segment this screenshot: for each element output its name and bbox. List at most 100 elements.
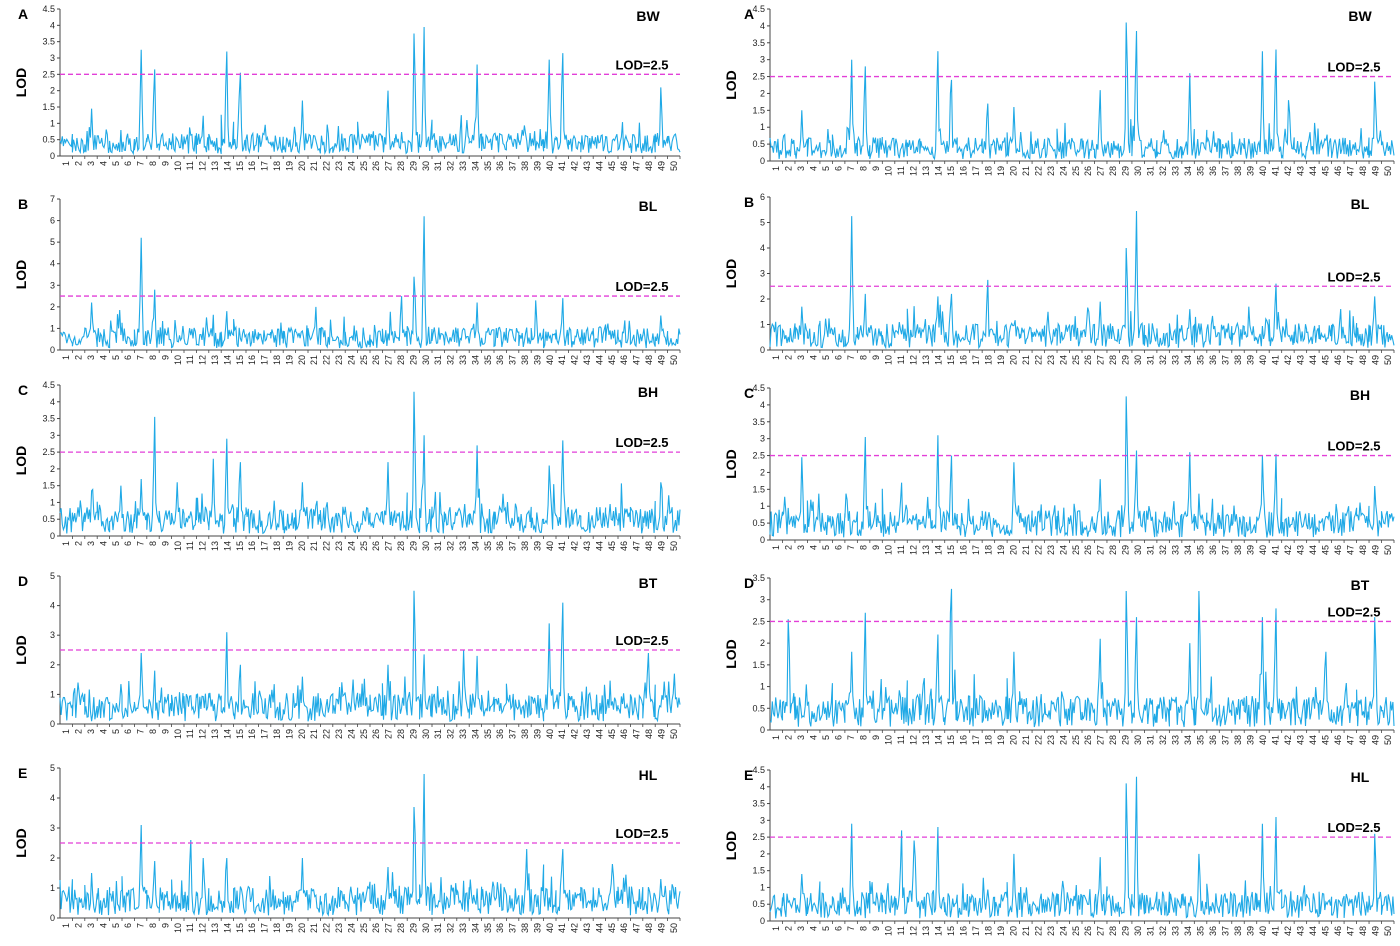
x-tick-label-left-b: 36 [495,355,505,365]
x-tick-label-right-a: 32 [1158,166,1168,176]
x-tick-label-right-d: 17 [971,735,981,745]
x-tick-label-left-e: 16 [247,923,257,933]
panel-letter-left-b: B [18,196,28,212]
y-tick-label-left-e: 3 [50,823,55,833]
y-tick-label-left-b: 5 [50,237,55,247]
x-tick-label-left-d: 23 [334,729,344,739]
x-tick-label-left-a: 34 [470,161,480,171]
x-tick-label-left-d: 20 [297,729,307,739]
x-tick-label-right-a: 3 [796,166,806,171]
x-tick-label-left-c: 29 [408,541,418,551]
x-tick-label-right-b: 23 [1046,355,1056,365]
x-tick-label-right-e: 48 [1358,926,1368,936]
x-tick-label-left-b: 42 [570,355,580,365]
x-tick-label-right-d: 36 [1208,735,1218,745]
x-tick-label-right-a: 36 [1208,166,1218,176]
x-tick-label-right-a: 47 [1345,166,1355,176]
x-tick-label-right-d: 48 [1358,735,1368,745]
x-tick-label-left-e: 23 [334,923,344,933]
x-tick-label-left-b: 24 [346,355,356,365]
x-tick-label-left-c: 14 [222,541,232,551]
x-tick-label-right-e: 6 [834,926,844,931]
x-tick-label-left-a: 24 [346,161,356,171]
x-tick-label-right-b: 1 [771,355,781,360]
x-tick-label-right-b: 46 [1333,355,1343,365]
x-tick-label-right-a: 1 [771,166,781,171]
x-tick-label-left-e: 13 [210,923,220,933]
x-tick-label-left-c: 36 [495,541,505,551]
x-tick-label-left-e: 49 [656,923,666,933]
y-tick-label-right-d: 1.5 [752,660,765,670]
y-tick-label-left-a: 1.5 [42,102,55,112]
x-tick-label-right-d: 15 [946,735,956,745]
x-tick-label-left-b: 38 [520,355,530,365]
trait-label-left-b: BL [639,198,658,214]
y-tick-label-left-e: 5 [50,763,55,773]
x-tick-label-right-b: 18 [983,355,993,365]
x-tick-label-right-a: 31 [1146,166,1156,176]
x-tick-label-left-e: 31 [433,923,443,933]
x-tick-label-right-a: 26 [1083,166,1093,176]
x-tick-label-right-b: 40 [1258,355,1268,365]
x-tick-label-right-c: 6 [834,545,844,550]
x-tick-label-right-a: 8 [859,166,869,171]
y-tick-label-right-d: 3.5 [752,573,765,583]
x-tick-label-left-b: 17 [260,355,270,365]
x-tick-label-left-c: 13 [210,541,220,551]
x-tick-label-right-e: 26 [1083,926,1093,936]
x-tick-label-right-b: 49 [1370,355,1380,365]
x-tick-label-right-e: 16 [958,926,968,936]
x-tick-label-left-b: 12 [198,355,208,365]
x-tick-label-left-d: 45 [607,729,617,739]
x-tick-label-left-e: 12 [198,923,208,933]
y-tick-label-right-b: 0 [760,345,765,355]
x-tick-label-right-b: 36 [1208,355,1218,365]
x-tick-label-right-c: 11 [896,545,906,554]
lod-profile-right-c [769,396,1395,538]
x-tick-label-right-c: 41 [1270,545,1280,555]
x-tick-label-left-a: 12 [198,161,208,171]
threshold-label-right-b: LOD=2.5 [1327,269,1380,284]
x-tick-label-right-a: 33 [1171,166,1181,176]
x-tick-label-left-e: 35 [483,923,493,933]
y-tick-label-right-e: 2.5 [752,832,765,842]
y-tick-label-left-a: 0.5 [42,135,55,145]
x-tick-label-right-d: 37 [1221,735,1231,745]
y-tick-label-right-c: 2 [760,467,765,477]
x-tick-label-left-b: 16 [247,355,257,365]
x-tick-label-right-b: 14 [933,355,943,365]
x-tick-label-right-c: 4 [809,545,819,550]
trait-label-left-e: HL [639,767,658,783]
x-tick-label-left-d: 37 [508,729,518,739]
lod-profile-left-a [59,26,681,156]
x-tick-label-left-d: 18 [272,729,282,739]
x-tick-label-left-e: 29 [408,923,418,933]
x-tick-label-right-e: 40 [1258,926,1268,936]
x-tick-label-left-d: 11 [185,729,195,738]
x-tick-label-left-a: 44 [594,161,604,171]
threshold-label-right-c: LOD=2.5 [1327,439,1380,454]
x-tick-label-right-b: 24 [1058,355,1068,365]
x-tick-label-right-c: 45 [1320,545,1330,555]
x-tick-label-right-c: 28 [1108,545,1118,555]
x-tick-label-left-d: 29 [408,729,418,739]
y-tick-label-left-c: 4 [50,397,55,407]
x-tick-label-left-b: 31 [433,355,443,365]
y-tick-label-right-e: 4.5 [752,765,765,775]
x-tick-label-left-c: 50 [669,541,679,551]
x-tick-label-left-e: 34 [470,923,480,933]
x-tick-label-left-a: 39 [532,161,542,171]
x-tick-label-left-e: 18 [272,923,282,933]
x-tick-label-right-e: 5 [821,926,831,931]
x-tick-label-left-e: 15 [235,923,245,933]
x-tick-label-left-b: 7 [136,355,146,360]
x-tick-label-right-b: 33 [1171,355,1181,365]
y-tick-label-right-a: 4 [760,21,765,31]
x-tick-label-left-d: 2 [74,729,84,734]
x-tick-label-left-c: 40 [545,541,555,551]
x-tick-label-left-d: 28 [396,729,406,739]
x-tick-label-left-c: 24 [346,541,356,551]
x-tick-label-left-c: 35 [483,541,493,551]
x-tick-label-left-c: 48 [644,541,654,551]
x-tick-label-right-d: 12 [909,735,919,745]
